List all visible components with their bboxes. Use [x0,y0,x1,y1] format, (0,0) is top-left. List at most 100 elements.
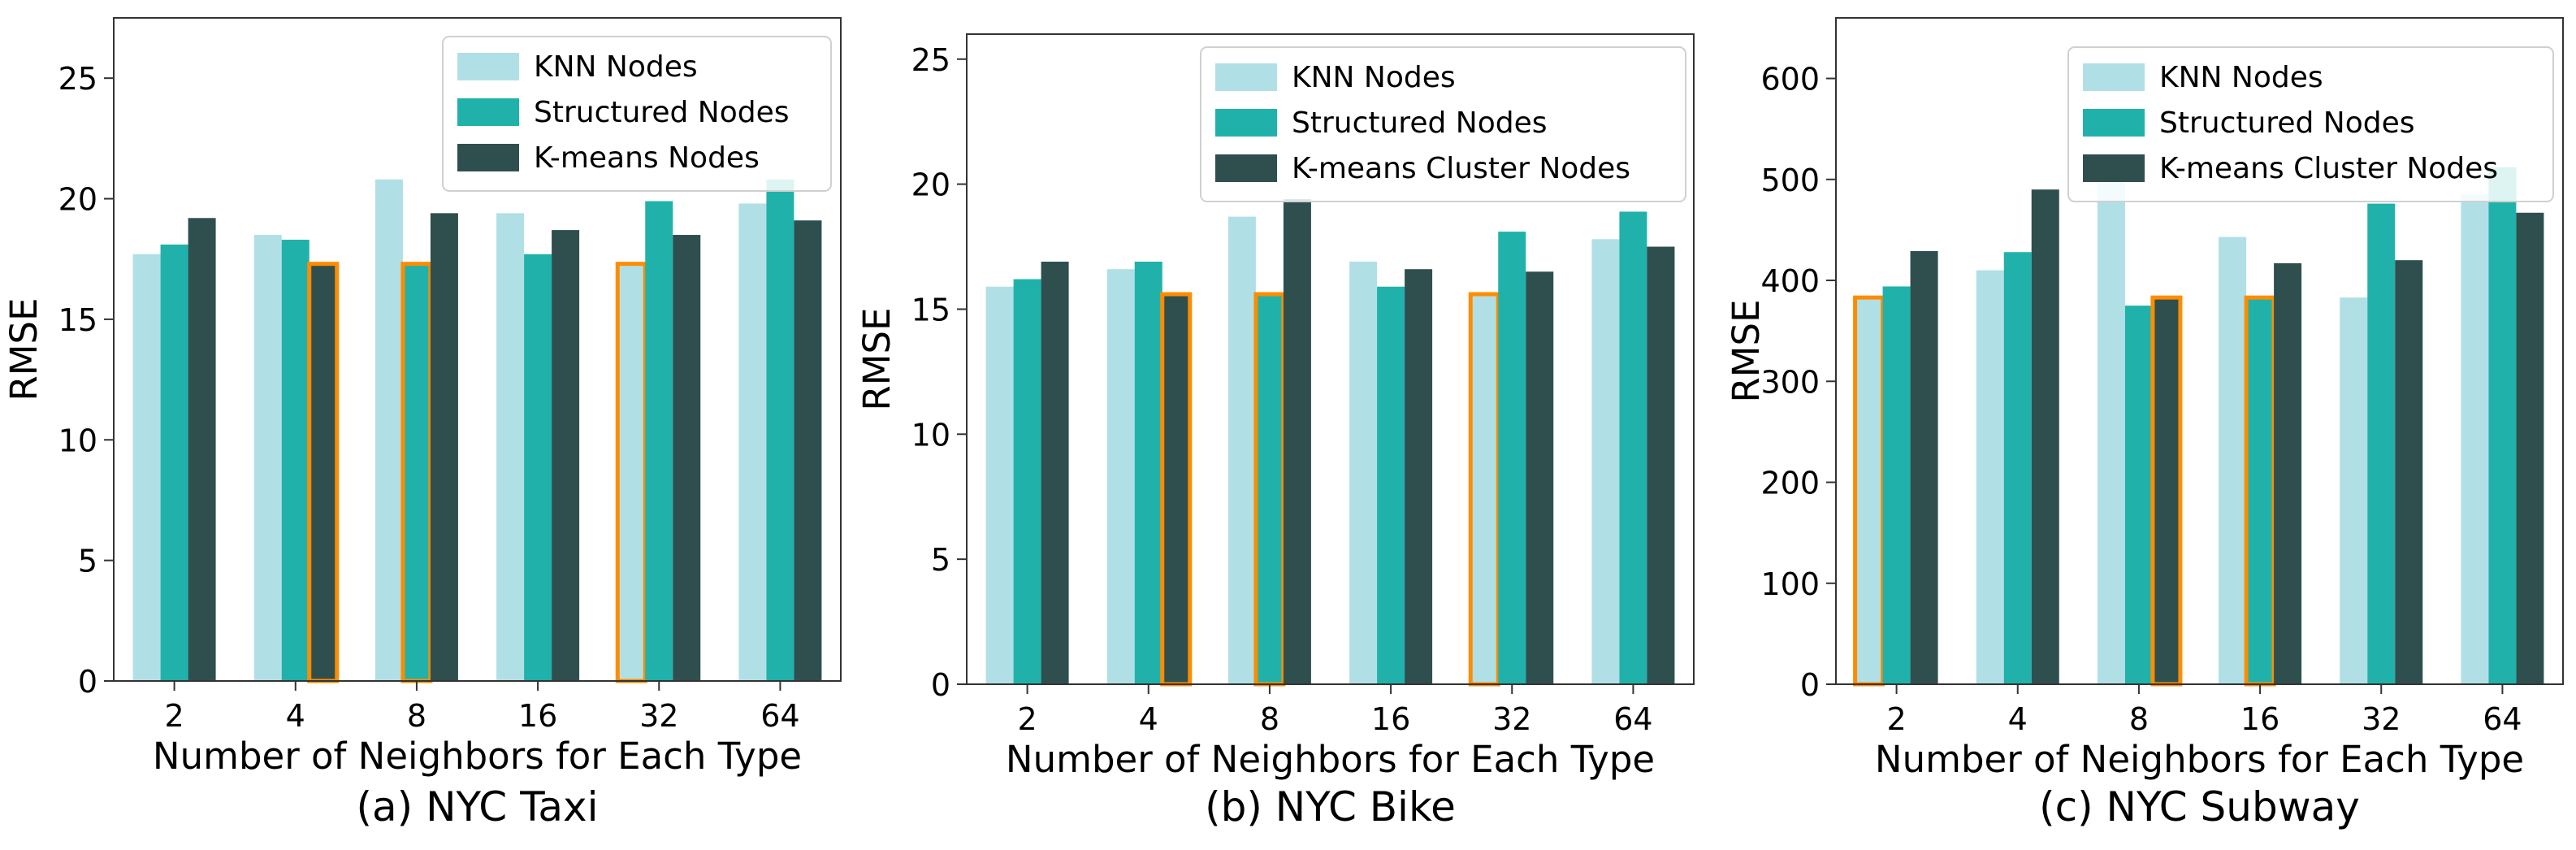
bar-knn-32 [1468,292,1500,687]
bar-knn-32 [2340,297,2368,684]
legend-swatch-kmeans [457,144,519,171]
bar-kmeans-16 [552,230,580,681]
bar-structured-4 [2003,252,2032,684]
y-tick-label: 20 [58,182,97,218]
bar-structured-2 [1882,286,1911,684]
bar-structured-16 [2244,295,2276,687]
legend-label: Structured Nodes [534,96,789,129]
bar-structured-8 [2124,306,2153,684]
legend: KNN Nodes Structured Nodes K-means Cluster… [2067,46,2554,202]
x-axis-label: Number of Neighbors for Each Type [1006,738,1655,781]
legend: KNN Nodes Structured Nodes K-means Nodes [442,36,832,192]
bar-structured-64 [766,179,794,682]
legend-swatch-kmeans [1215,154,1277,182]
panel-caption: (a) NYC Taxi [357,783,599,830]
bar-knn-64 [2461,194,2489,684]
bar-kmeans-2 [1910,251,1938,684]
y-axis-label: RMSE [1725,299,1768,402]
y-tick-label: 20 [911,167,950,203]
bar-knn-16 [496,213,525,681]
legend-label: K-means Cluster Nodes [2159,152,2498,185]
legend-label: Structured Nodes [1292,106,1547,140]
x-tick-label: 64 [1613,701,1652,737]
x-tick-label: 64 [2483,701,2522,737]
legend-label: KNN Nodes [1292,61,1456,94]
bar-knn-64 [1591,239,1620,684]
legend-label: K-means Nodes [534,141,760,175]
y-tick-label: 10 [911,417,950,453]
x-tick-label: 32 [1492,701,1531,737]
y-tick-label: 0 [931,667,950,703]
x-tick-label: 32 [639,698,678,734]
bar-knn-2 [1853,295,1885,687]
bar-structured-32 [2367,203,2396,684]
y-tick-label: 5 [931,542,950,578]
bar-knn-2 [985,286,1014,684]
bar-kmeans-8 [430,213,458,681]
bar-kmeans-32 [1526,271,1554,684]
legend-box [442,36,832,192]
bar-kmeans-64 [2516,212,2544,685]
bar-kmeans-64 [1647,246,1675,684]
y-tick-label: 100 [1760,566,1820,602]
panel-caption: (c) NYC Subway [2039,783,2360,830]
legend-swatch-structured [1215,109,1277,137]
x-tick-label: 8 [2129,701,2149,737]
y-tick-label: 500 [1760,163,1820,198]
bar-kmeans-8 [2150,295,2183,687]
bar-knn-4 [1106,269,1135,684]
bar-structured-32 [645,201,673,682]
y-tick-label: 15 [911,292,950,327]
y-axis-label: RMSE [2,297,45,401]
panel-caption: (b) NYC Bike [1205,783,1456,830]
legend-swatch-knn [2083,63,2145,91]
bar-structured-16 [1377,286,1405,684]
x-tick-label: 16 [518,698,557,734]
bar-structured-4 [1134,262,1162,684]
legend-box [2067,46,2554,202]
y-tick-label: 600 [1760,62,1820,98]
x-axis-label: Number of Neighbors for Each Type [1875,738,2524,781]
bar-structured-64 [2488,167,2517,684]
bar-kmeans-16 [2274,262,2302,685]
y-tick-label: 10 [58,423,97,458]
y-tick-label: 400 [1760,263,1820,299]
bar-knn-16 [2219,236,2247,684]
bar-kmeans-8 [1283,199,1311,685]
y-tick-label: 300 [1760,364,1820,400]
bar-knn-8 [2097,164,2125,685]
plot-frame [966,33,1695,685]
bar-kmeans-16 [1405,269,1433,684]
bar-structured-8 [400,262,433,683]
bar-structured-16 [524,254,552,681]
bar-structured-32 [1498,232,1526,685]
bar-knn-16 [1349,262,1378,684]
bar-knn-4 [253,235,282,681]
bar-kmeans-32 [2395,260,2423,684]
y-tick-label: 25 [58,61,97,97]
x-tick-label: 32 [2362,701,2401,737]
bar-kmeans-2 [1041,262,1069,684]
y-tick-label: 15 [58,302,97,338]
bar-kmeans-4 [1160,292,1193,687]
legend-swatch-structured [457,98,519,126]
bar-kmeans-2 [188,218,216,681]
bar-structured-8 [1253,292,1286,687]
legend-swatch-kmeans [2083,154,2145,182]
legend-label: KNN Nodes [2159,61,2323,94]
legend-box [1200,46,1686,202]
x-tick-label: 64 [760,698,799,734]
y-axis-label: RMSE [855,307,898,410]
x-tick-label: 2 [1886,701,1906,737]
x-tick-label: 16 [2240,701,2279,737]
bar-structured-4 [281,239,310,681]
legend-swatch-structured [2083,109,2145,137]
plot-frame [1835,17,2564,685]
legend-label: Structured Nodes [2159,106,2414,140]
legend: KNN Nodes Structured Nodes K-means Cluster… [1200,46,1686,202]
bar-knn-8 [1227,216,1256,685]
x-tick-label: 8 [407,698,426,734]
